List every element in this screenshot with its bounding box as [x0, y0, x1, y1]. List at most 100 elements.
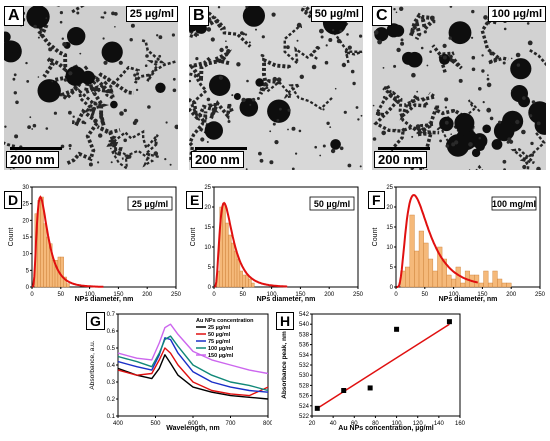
small-nanoparticle: [206, 97, 211, 102]
particle-chain: [510, 132, 546, 170]
small-nanoparticle: [350, 69, 355, 74]
y-tick-label: 532: [299, 363, 310, 369]
small-nanoparticle: [393, 8, 396, 11]
small-nanoparticle: [103, 60, 108, 65]
x-tick-label: 150: [477, 292, 488, 298]
small-nanoparticle: [530, 153, 534, 157]
data-point: [341, 388, 347, 393]
small-nanoparticle: [171, 33, 175, 37]
nanoparticle: [454, 112, 475, 133]
y-tick-label: 0.4: [107, 363, 116, 369]
tem-panel-b: B 50 µg/ml 200 nm: [189, 6, 363, 170]
nanoparticle: [493, 120, 515, 142]
small-nanoparticle: [109, 147, 112, 150]
small-nanoparticle: [88, 162, 93, 167]
small-nanoparticle: [352, 81, 356, 86]
histogram-bar: [506, 282, 512, 288]
small-nanoparticle: [29, 116, 32, 119]
small-nanoparticle: [329, 126, 332, 128]
small-nanoparticle: [330, 148, 336, 154]
small-nanoparticle: [226, 49, 231, 54]
small-nanoparticle: [296, 39, 299, 42]
tem-micrograph-a: [4, 6, 178, 170]
x-tick-label: 100: [392, 421, 403, 427]
x-tick-label: 200: [324, 292, 335, 298]
small-nanoparticle: [97, 161, 100, 164]
y-tick-label: 526: [299, 394, 310, 400]
small-nanoparticle: [357, 118, 360, 121]
small-nanoparticle: [343, 110, 347, 114]
spectrum-line: [117, 323, 269, 375]
histogram-bar: [231, 242, 235, 288]
fit-curve: [214, 201, 288, 288]
small-nanoparticle: [286, 45, 290, 50]
small-nanoparticle: [536, 121, 541, 126]
particle-chain: [189, 97, 208, 129]
particle-chain: [109, 149, 155, 170]
small-nanoparticle: [127, 154, 132, 159]
small-nanoparticle: [299, 74, 304, 80]
small-nanoparticle: [304, 9, 308, 13]
x-tick-label: 160: [455, 421, 466, 427]
scale-bar-a: 200 nm: [6, 147, 62, 168]
y-tick-label: 10: [386, 245, 393, 251]
small-nanoparticle: [328, 38, 333, 42]
small-nanoparticle: [415, 124, 421, 129]
small-nanoparticle: [399, 6, 404, 11]
x-tick-label: 80: [372, 421, 379, 427]
x-tick-label: 0: [212, 292, 216, 298]
small-nanoparticle: [13, 91, 17, 95]
histogram-bar: [245, 274, 249, 288]
small-nanoparticle: [478, 87, 482, 91]
small-nanoparticle: [324, 60, 329, 65]
histogram-bar: [460, 282, 466, 288]
small-nanoparticle: [113, 12, 118, 16]
small-nanoparticle: [451, 142, 456, 147]
concentration-label-b: 50 µg/ml: [310, 6, 363, 22]
chart-title: 50 µg/ml: [314, 199, 350, 209]
histogram-panel-e: 0 50 100 150 200 250 0 5 10 15 20 25 NPs diameter, n…: [186, 183, 366, 303]
small-nanoparticle: [444, 120, 449, 125]
small-nanoparticle: [339, 146, 344, 151]
spectrum-line: [117, 337, 269, 393]
histogram-bar: [446, 274, 452, 288]
concentration-label-c: 100 µg/ml: [487, 6, 546, 22]
nanoparticle: [446, 134, 470, 157]
y-tick-label: 20: [22, 218, 29, 224]
y-tick-label: 0.6: [107, 329, 116, 335]
x-tick-label: 500: [150, 421, 161, 427]
histogram-bar: [233, 250, 238, 288]
small-nanoparticle: [274, 140, 279, 145]
small-nanoparticle: [62, 42, 67, 47]
small-nanoparticle: [394, 128, 397, 131]
x-tick-label: 50: [421, 292, 428, 298]
panel-label-h: H: [276, 312, 295, 330]
y-tick-label: 528: [299, 383, 310, 389]
histogram-bar: [248, 278, 252, 288]
data-point: [367, 385, 373, 391]
nanoparticle: [242, 6, 265, 27]
fit-line: [316, 323, 450, 409]
small-nanoparticle: [396, 47, 401, 53]
histogram-bar: [66, 283, 70, 288]
spectrum-line: [117, 335, 269, 392]
small-nanoparticle: [322, 144, 326, 148]
nanoparticle: [448, 21, 472, 45]
nanoparticle: [392, 24, 405, 37]
nanoparticle: [233, 93, 241, 100]
small-nanoparticle: [400, 38, 404, 42]
small-nanoparticle: [271, 12, 276, 17]
nanoparticle: [471, 148, 481, 158]
small-nanoparticle: [423, 30, 427, 34]
histogram-bar: [501, 282, 507, 288]
small-nanoparticle: [422, 24, 424, 27]
scale-bar-c: 200 nm: [374, 147, 430, 168]
small-nanoparticle: [225, 45, 229, 49]
x-tick-label: 150: [295, 292, 306, 298]
small-nanoparticle: [426, 64, 429, 67]
small-nanoparticle: [507, 137, 512, 142]
small-nanoparticle: [515, 52, 521, 58]
y-tick-label: 25: [386, 185, 393, 191]
panel-label-b: B: [189, 6, 209, 26]
y-axis-label: Count: [190, 228, 197, 247]
